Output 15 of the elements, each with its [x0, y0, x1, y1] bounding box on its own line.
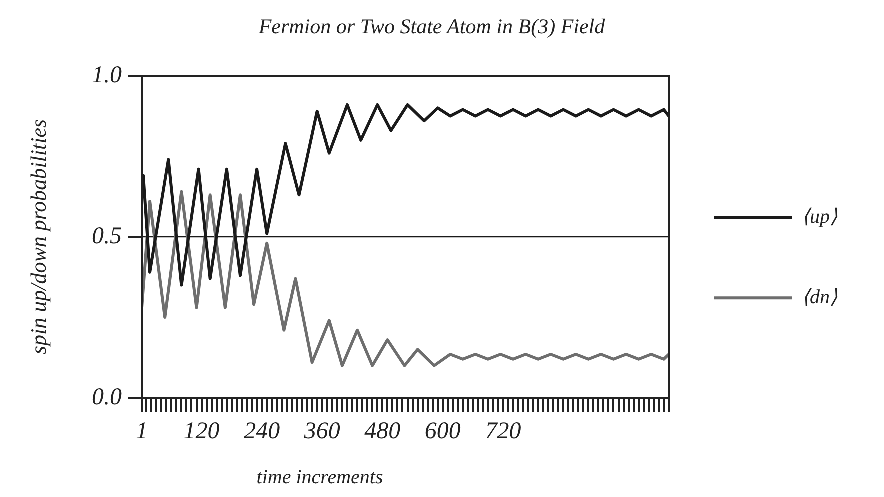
- legend-label: ⟨dn⟩: [802, 286, 838, 308]
- y-tick-label: 1.0: [92, 62, 122, 88]
- x-tick-label: 1: [136, 418, 148, 445]
- x-tick-label: 600: [424, 418, 461, 445]
- x-axis-title: time increments: [256, 466, 384, 488]
- x-tick-label: 360: [303, 418, 340, 445]
- x-tick-label: 720: [485, 418, 522, 445]
- legend-label: ⟨up⟩: [802, 206, 838, 228]
- y-tick-label: 0.5: [92, 223, 122, 250]
- x-tick-label: 240: [244, 418, 280, 445]
- x-tick-label: 480: [364, 418, 401, 445]
- chart-title: Fermion or Two State Atom in B(3) Field: [258, 14, 606, 39]
- x-tick-label: 120: [184, 418, 220, 445]
- y-axis-title: spin up/down probabilities: [26, 119, 51, 355]
- y-tick-label: 0.0: [92, 384, 122, 410]
